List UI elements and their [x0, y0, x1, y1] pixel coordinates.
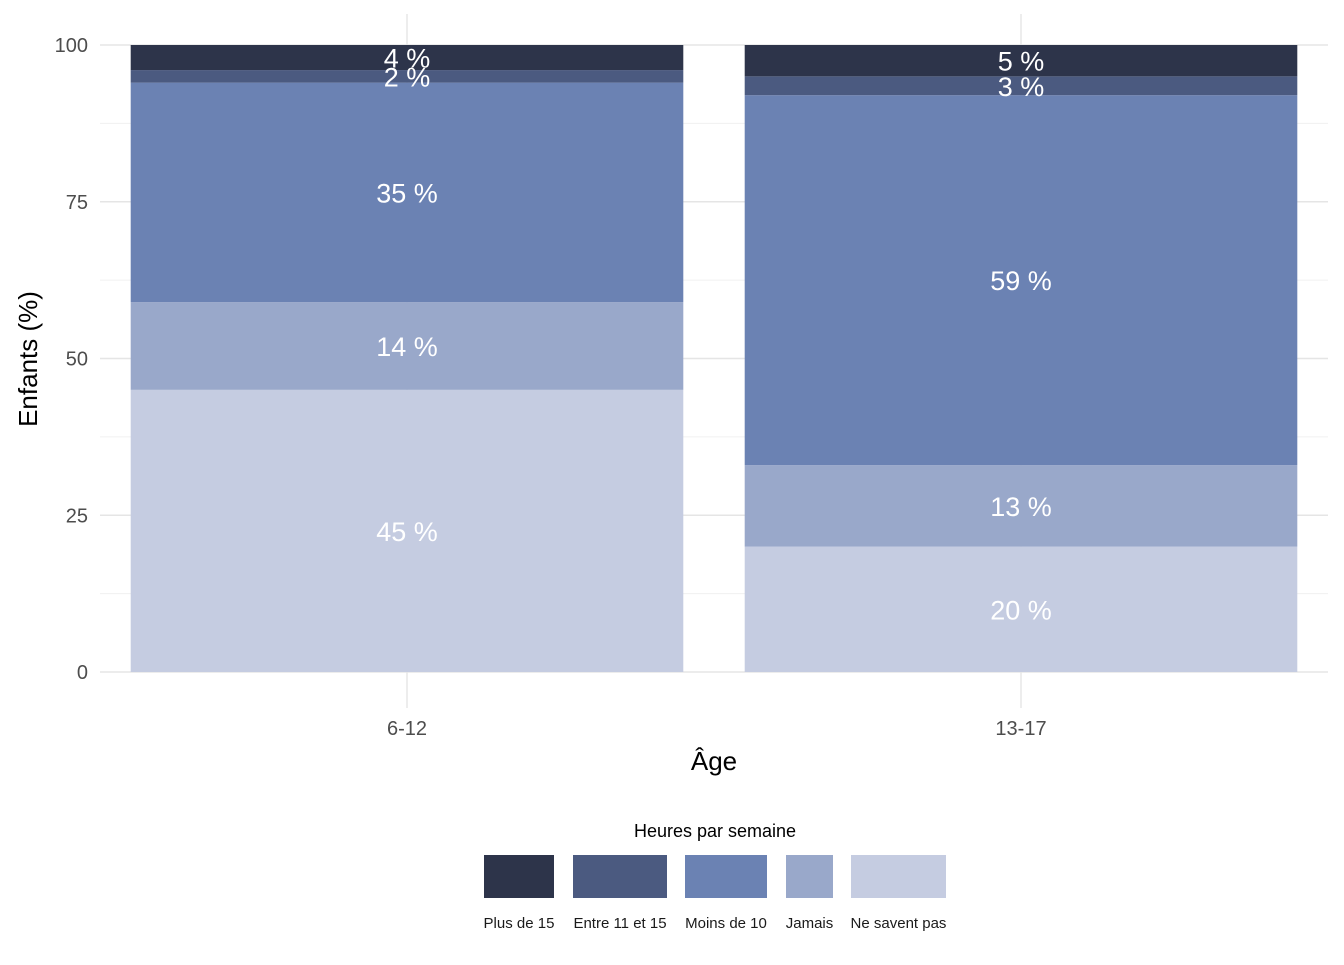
y-tick-label: 75 [66, 192, 88, 214]
bar-segment [744, 465, 1298, 547]
bar-segment [130, 302, 684, 390]
data-label: 2 % [384, 62, 431, 92]
legend-swatch [851, 855, 946, 898]
data-label: 59 % [990, 266, 1052, 296]
x-tick-label: 13-17 [995, 718, 1046, 740]
x-tick-label: 6-12 [387, 718, 427, 740]
segment-labels: 45 % 14 % 35 % 2 %4 % 20 % 13 % 59 % 3 %5 % [376, 44, 1052, 626]
data-label: 45 % [376, 517, 438, 547]
bar-segment [744, 76, 1298, 96]
bar-segment [744, 45, 1298, 77]
data-label: 14 % [376, 332, 438, 362]
x-axis-title: Âge [691, 746, 737, 776]
data-label: 20 % [990, 595, 1052, 625]
axes: Âge Enfants (%) 0 25 50 75 100 6-12 13-17 [13, 35, 1047, 776]
y-tick-label: 100 [55, 35, 88, 57]
legend-swatch [685, 855, 767, 898]
legend-swatch [573, 855, 667, 898]
data-label: 13 % [990, 492, 1052, 522]
data-label: 5 % [998, 47, 1045, 77]
legend-label: Jamais [786, 915, 834, 932]
bar-segment [744, 546, 1298, 672]
legend-title: Heures par semaine [634, 821, 796, 841]
bar-segment [130, 389, 684, 672]
bar-segment [744, 95, 1298, 466]
legend-label: Entre 11 et 15 [573, 915, 666, 932]
bar-segment [130, 70, 684, 83]
data-label: 4 % [384, 44, 431, 74]
y-axis-title: Enfants (%) [13, 291, 43, 427]
y-tick-label: 0 [77, 662, 88, 684]
legend-label: Plus de 15 [484, 915, 555, 932]
data-label: 35 % [376, 178, 438, 208]
bars [130, 45, 1298, 672]
data-label: 3 % [998, 72, 1045, 102]
bar-segment [130, 82, 684, 303]
legend-label: Moins de 10 [685, 915, 767, 932]
legend-swatch [484, 855, 554, 898]
y-tick-label: 25 [66, 505, 88, 527]
bar-segment [130, 45, 684, 71]
legend-label: Ne savent pas [851, 915, 947, 932]
legend-swatch [786, 855, 833, 898]
y-tick-label: 50 [66, 349, 88, 371]
legend: Heures par semaine Plus de 15 Entre 11 et… [484, 821, 947, 932]
